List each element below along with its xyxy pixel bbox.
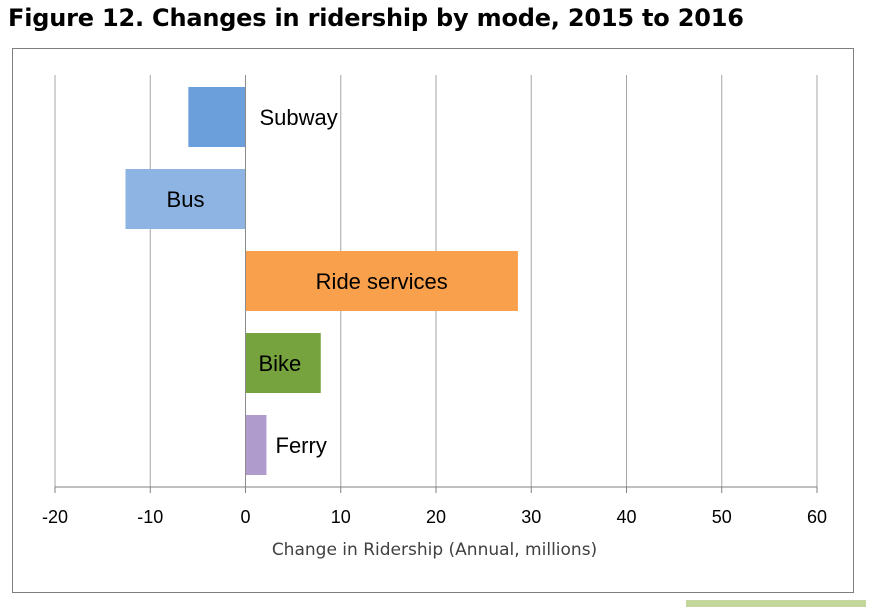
x-tick-label-4: 20 (426, 507, 446, 527)
x-axis-label: Change in Ridership (Annual, millions) (271, 540, 598, 560)
bar-bus (125, 169, 246, 229)
bars (125, 87, 518, 475)
x-tick-label-0: -20 (42, 507, 68, 527)
bar-label-subway: Subway (260, 105, 338, 130)
x-tick-label-1: -10 (137, 507, 163, 527)
chart-frame (12, 48, 854, 593)
bar-label-bike: Bike (259, 351, 302, 376)
x-tick-label-7: 50 (712, 507, 732, 527)
x-tick-label-6: 40 (616, 507, 636, 527)
bar-bike (245, 333, 321, 393)
x-tick-label-8: 60 (807, 507, 827, 527)
bar-label-bus: Bus (167, 187, 205, 212)
bar-label-ferry: Ferry (276, 433, 327, 458)
x-tick-label-3: 10 (331, 507, 351, 527)
bar-label-ride-services: Ride services (316, 269, 448, 294)
bar-ride-services (245, 251, 518, 311)
decorative-strip (686, 600, 866, 607)
x-tick-label-2: 0 (240, 507, 250, 527)
x-tick-labels: -20 -10 0 10 20 30 40 50 60 (42, 507, 827, 527)
x-axis (54, 75, 818, 493)
bar-labels: Subway Bus Ride services Bike Ferry (167, 105, 448, 458)
chart-title: Figure 12. Changes in ridership by mode,… (8, 4, 744, 32)
x-tick-label-5: 30 (521, 507, 541, 527)
bar-subway (188, 87, 246, 147)
bar-ferry (245, 415, 267, 475)
